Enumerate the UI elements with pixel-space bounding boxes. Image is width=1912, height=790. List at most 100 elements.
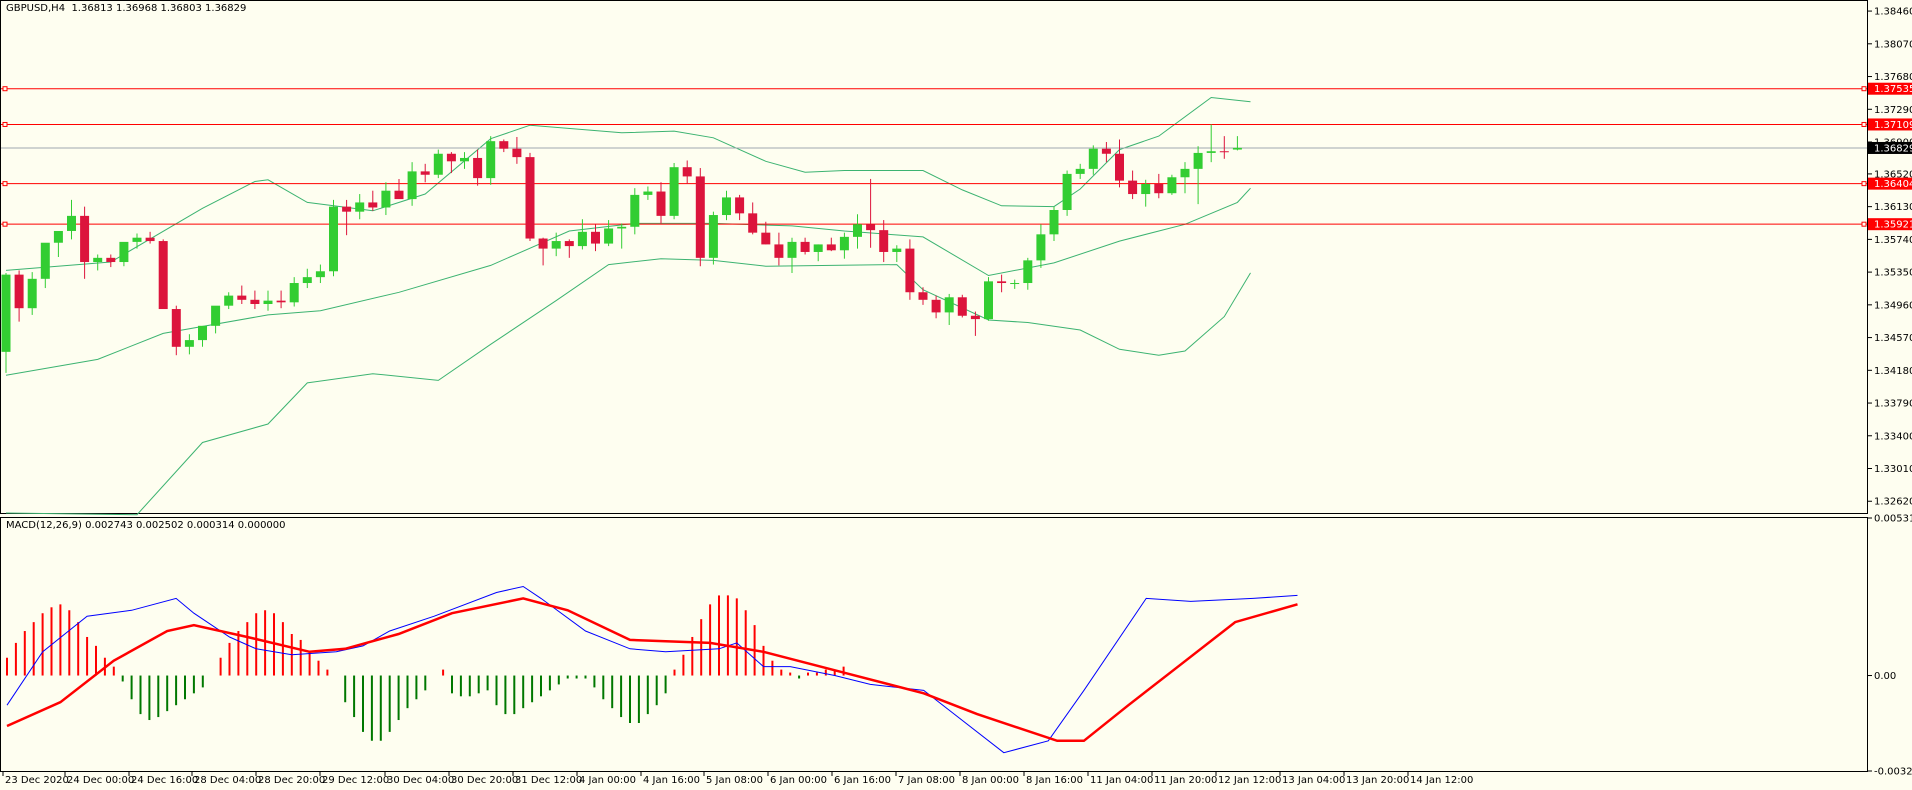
candle-body	[617, 226, 627, 229]
candle-body	[158, 241, 168, 310]
candle-body	[866, 224, 876, 231]
time-tick-label: 28 Dec 04:00	[194, 775, 261, 786]
macd-info: MACD(12,26,9) 0.002743 0.002502 0.000314…	[6, 520, 286, 531]
level-handle-right	[1861, 181, 1867, 187]
time-tick-label: 30 Dec 20:00	[451, 775, 518, 786]
bollinger-lower	[5, 258, 1251, 516]
price-tick-label: 1.34960	[1874, 300, 1912, 311]
bollinger-upper	[5, 96, 1251, 271]
candle-body	[643, 191, 653, 195]
candle-body	[211, 305, 221, 326]
level-handle-right	[1861, 86, 1867, 92]
price-tick-label: 1.36130	[1874, 202, 1912, 213]
macd-panel-frame	[0, 517, 1868, 772]
candle-body	[420, 171, 430, 175]
time-tick-label: 14 Jan 12:00	[1410, 775, 1473, 786]
candle-body	[486, 141, 496, 179]
price-tick-label: 1.34570	[1874, 333, 1912, 344]
candle-body	[315, 271, 325, 278]
price-tick-label: 1.36520	[1874, 169, 1912, 180]
candle-body	[538, 238, 548, 249]
candle-body	[944, 297, 954, 313]
time-tick-label: 11 Jan 04:00	[1090, 775, 1153, 786]
price-tick-label: 1.33790	[1874, 399, 1912, 410]
time-tick-label: 23 Dec 2020	[5, 775, 69, 786]
candle-body	[394, 190, 404, 200]
candle-body	[407, 171, 417, 200]
signal-line	[6, 597, 1298, 743]
candle-body	[1101, 148, 1111, 154]
candle-body	[1141, 183, 1151, 195]
candle-body	[1167, 177, 1177, 194]
level-handle-left	[2, 121, 8, 127]
candle-body	[813, 244, 823, 252]
candle-body	[853, 224, 862, 237]
candle-body	[276, 300, 286, 303]
candle-body	[1075, 168, 1085, 174]
candle-body	[1219, 151, 1229, 153]
price-tick-label: 1.37680	[1874, 72, 1912, 83]
candle-body	[800, 241, 810, 252]
time-tick-label: 24 Dec 00:00	[67, 775, 134, 786]
candle-body	[630, 194, 640, 227]
candle-body	[119, 241, 129, 263]
candle-body	[1193, 152, 1203, 169]
candle-body	[577, 231, 587, 247]
candle-body	[1154, 183, 1164, 194]
macd-tick-label: 0.00531	[1874, 514, 1912, 525]
level-handle-left	[2, 221, 8, 227]
price-tick-label: 1.38070	[1874, 39, 1912, 50]
candle-body	[748, 213, 758, 233]
time-tick-label: 29 Dec 12:00	[322, 775, 389, 786]
time-tick-label: 31 Dec 12:00	[515, 775, 582, 786]
candle-body	[656, 191, 666, 216]
bollinger-bands	[5, 96, 1251, 516]
ohlc-values: 1.36813 1.36968 1.36803 1.36829	[71, 3, 247, 14]
candle-body	[761, 232, 771, 245]
candle-body	[525, 157, 535, 239]
candle-body	[237, 295, 247, 300]
price-tick-label: 1.33010	[1874, 464, 1912, 475]
current-price-tag	[1868, 141, 1912, 154]
time-tick-label: 24 Dec 16:00	[131, 775, 198, 786]
level-price-label: 1.36404	[1874, 179, 1912, 190]
candle-body	[551, 241, 561, 249]
time-tick-label: 5 Jan 08:00	[706, 775, 763, 786]
time-tick-label: 30 Dec 04:00	[387, 775, 454, 786]
candle-body	[67, 215, 76, 231]
candle-body	[1010, 283, 1020, 285]
candle-body	[669, 167, 679, 216]
level-price-label: 1.35921	[1874, 220, 1912, 231]
time-tick-label: 7 Jan 08:00	[898, 775, 955, 786]
macd-axis: 0.00531 0.00 -0.003218	[1867, 514, 1912, 778]
main-panel-frame	[0, 0, 1868, 514]
candle-body	[970, 315, 980, 320]
price-axis: 1.384601.380701.376801.372901.369001.365…	[1867, 7, 1912, 508]
candle-body	[879, 230, 889, 252]
level-price-label: 1.37109	[1874, 120, 1912, 131]
candle-body	[250, 299, 260, 305]
candle-body	[774, 244, 784, 258]
candle-body	[14, 274, 24, 309]
level-handle-right	[1861, 221, 1867, 227]
candle-body	[1128, 180, 1138, 195]
horizontal-levels	[1, 86, 1867, 227]
price-tick-label: 1.38460	[1874, 7, 1912, 18]
candle-body	[53, 230, 63, 243]
candle-body	[198, 325, 207, 341]
candle-body	[224, 295, 234, 306]
candle-body	[145, 237, 155, 242]
time-tick-label: 4 Jan 00:00	[579, 775, 636, 786]
time-tick-label: 13 Jan 04:00	[1282, 775, 1345, 786]
candle-body	[329, 206, 338, 272]
time-tick-label: 12 Jan 12:00	[1218, 775, 1281, 786]
price-tick-label: 1.34180	[1874, 366, 1912, 377]
candle-body	[957, 297, 967, 316]
candle-body	[1, 274, 11, 352]
candle-body	[1088, 148, 1098, 169]
candle-body	[106, 257, 116, 263]
candle-body	[708, 215, 718, 258]
